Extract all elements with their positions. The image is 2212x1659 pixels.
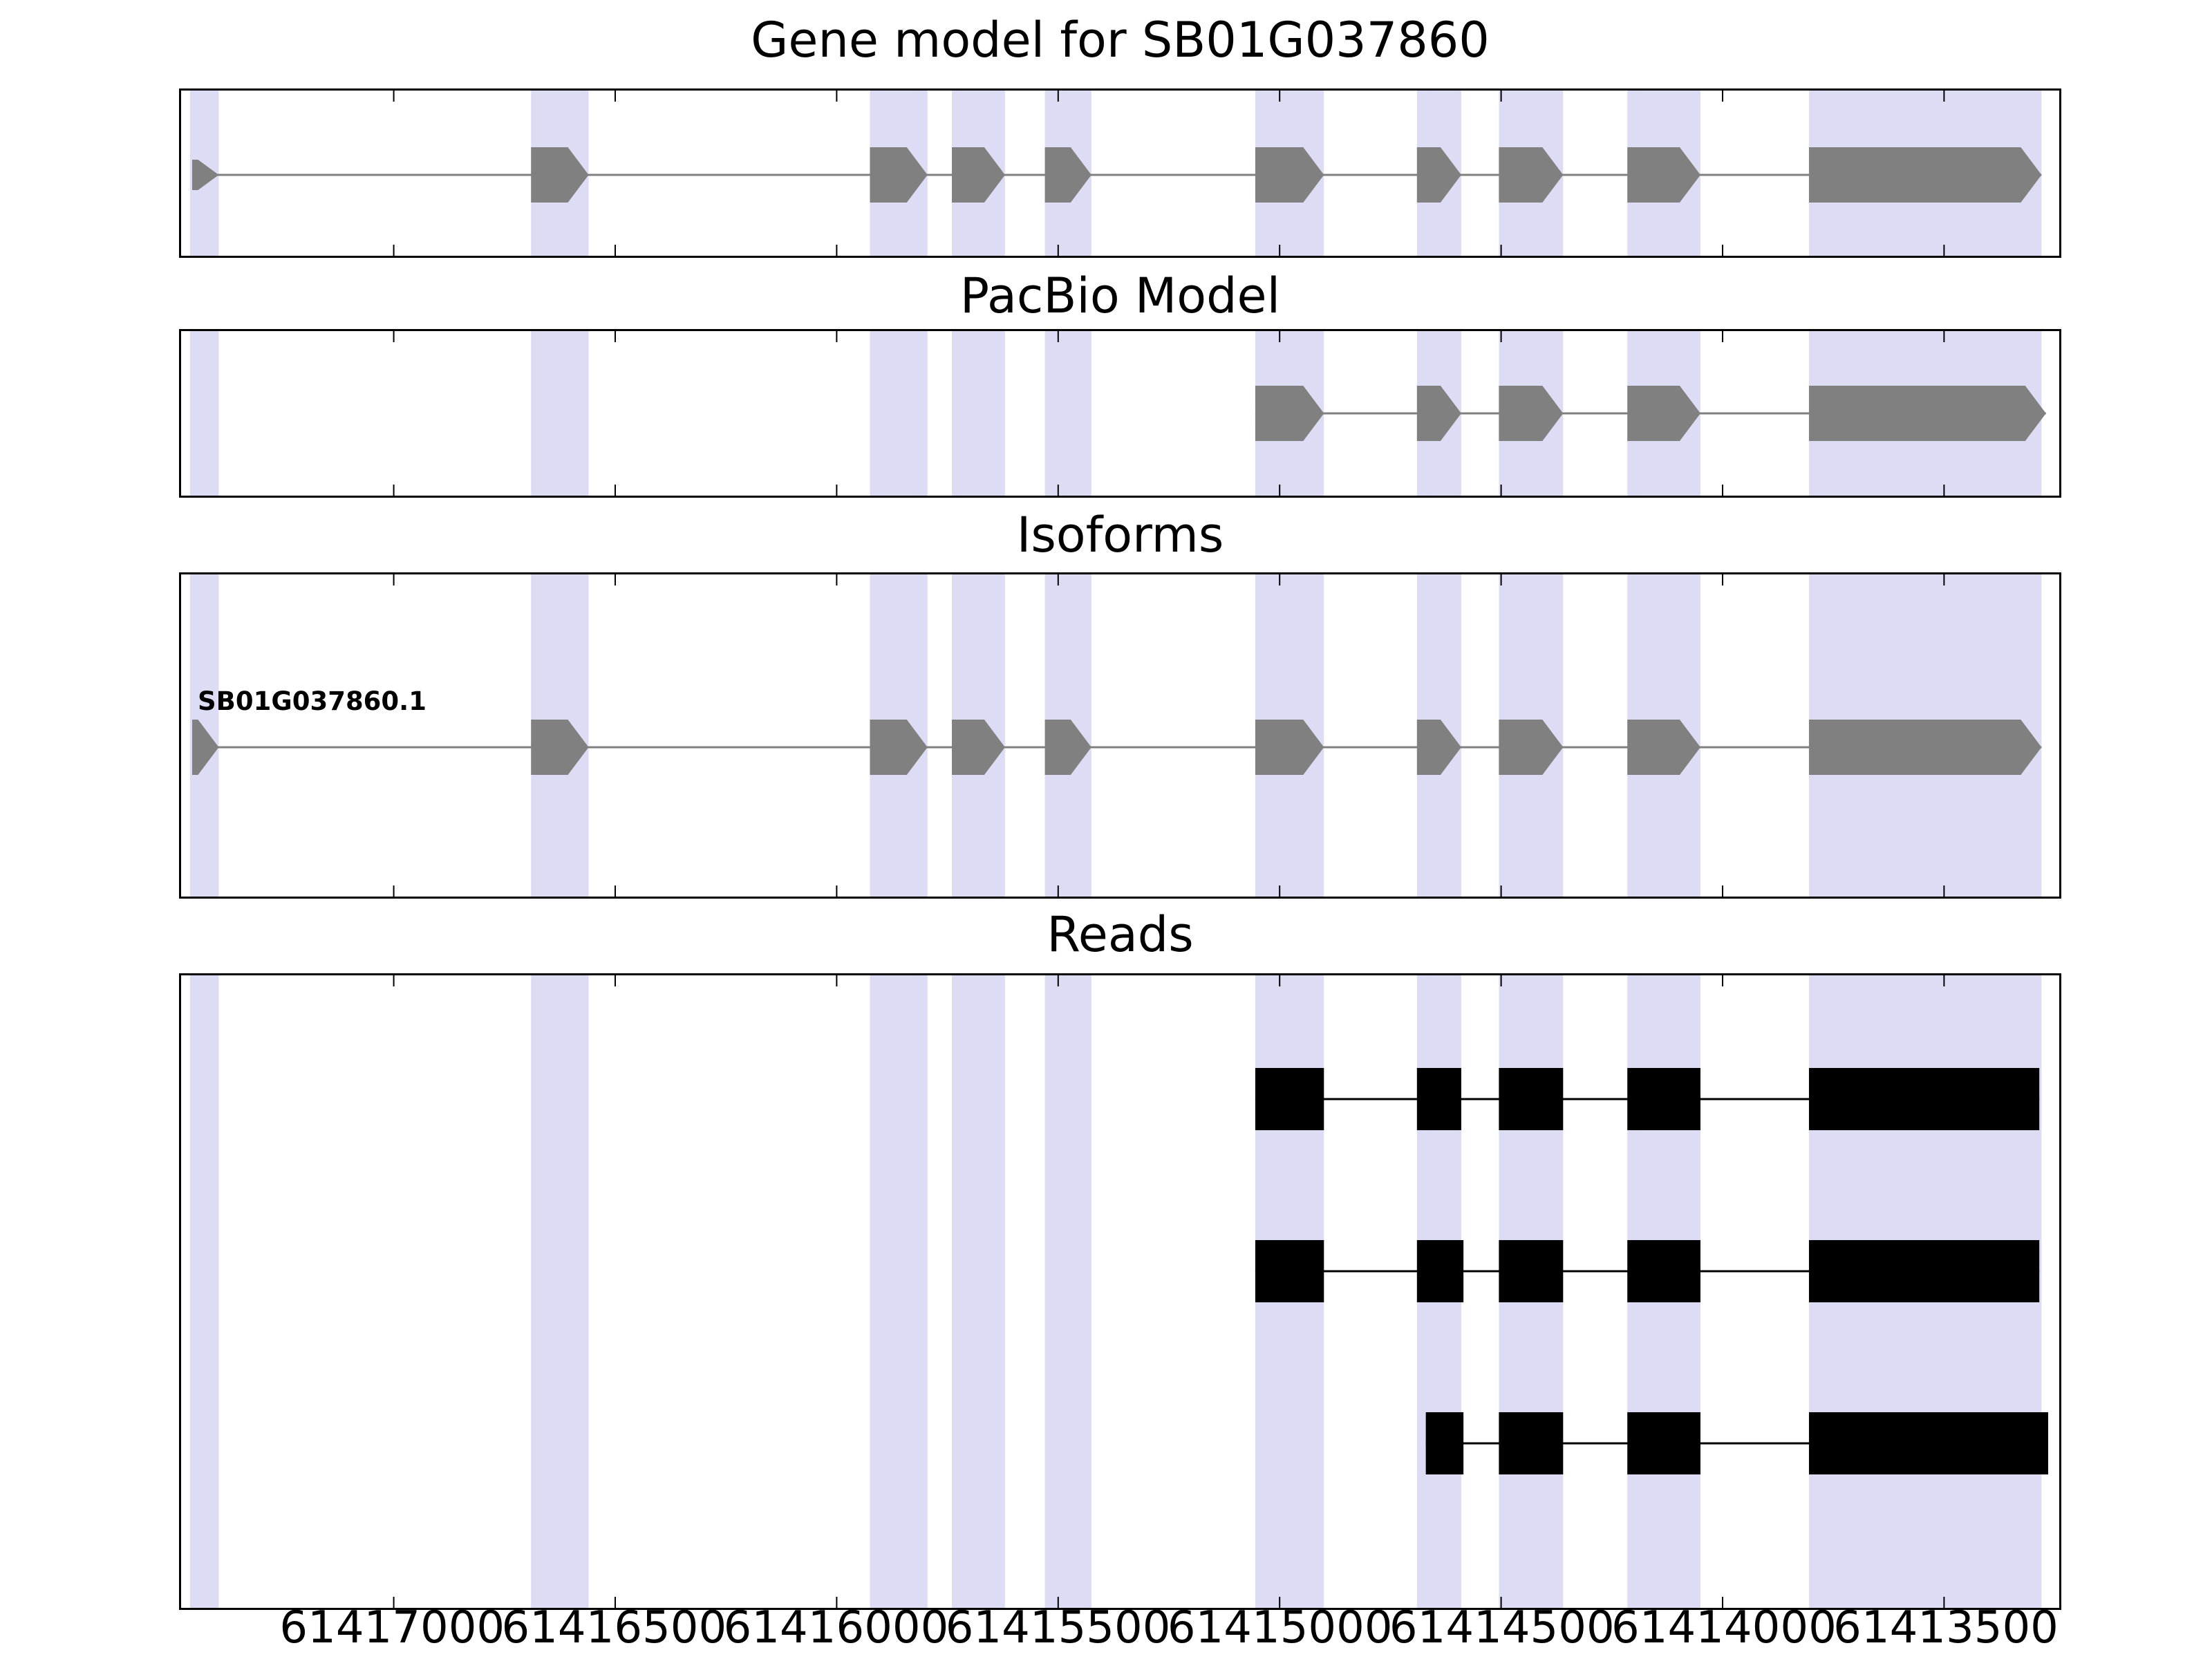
gene-model-panel-title: Gene model for SB01G037860 (751, 12, 1490, 68)
exon-arrow (870, 720, 928, 775)
read-block (1627, 1240, 1700, 1302)
exon-arrow (870, 147, 928, 203)
exon-arrow (1499, 720, 1564, 775)
x-axis-tick-label: 61417000 (279, 1602, 505, 1653)
exon-arrow (1044, 720, 1091, 775)
pacbio-model-panel (179, 329, 2061, 498)
read-block (1416, 1068, 1461, 1130)
exon-arrow (951, 147, 1005, 203)
exon-arrow (1416, 147, 1461, 203)
exon-highlight-band (1044, 975, 1091, 1608)
x-axis-tick-label: 61416500 (501, 1602, 727, 1653)
exon-highlight-band (951, 975, 1005, 1608)
exon-arrow (192, 720, 219, 775)
reads-panel (179, 973, 2061, 1610)
exon-arrow (192, 160, 219, 190)
reads-panel-title: Reads (1047, 906, 1194, 963)
exon-highlight-band (189, 331, 219, 496)
exon-arrow (951, 720, 1005, 775)
pacbio-panel-title: PacBio Model (959, 268, 1281, 324)
exon-highlight-band (531, 975, 589, 1608)
exon-arrow (1255, 147, 1324, 203)
x-axis-tick-label: 61415000 (1167, 1602, 1393, 1653)
exon-arrow (1499, 147, 1564, 203)
exon-arrow (1416, 720, 1461, 775)
x-axis-labels: 61417000 61416500 61416000 61415500 61415000… (0, 1602, 2212, 1658)
read-block (1808, 1240, 2040, 1302)
read-block (1425, 1412, 1464, 1474)
exon-highlight-band (189, 975, 219, 1608)
exon-arrow (1627, 147, 1700, 203)
read-block (1808, 1412, 2048, 1474)
exon-highlight-band (870, 975, 928, 1608)
exon-arrow (531, 720, 589, 775)
exon-arrow (1627, 386, 1700, 441)
exon-arrow (531, 147, 589, 203)
isoforms-track: SB01G037860.1 (189, 574, 2042, 897)
read-block (1499, 1240, 1564, 1302)
read-block (1808, 1068, 2040, 1130)
read-block (1255, 1068, 1324, 1130)
exon-highlight-band (1044, 331, 1091, 496)
exon-arrow (1255, 720, 1324, 775)
exon-arrow (1808, 386, 2046, 441)
read-block (1416, 1240, 1464, 1302)
x-axis-tick-label: 61413500 (1833, 1602, 2059, 1653)
isoform-label: SB01G037860.1 (198, 686, 427, 716)
x-axis-tick-label: 61415500 (945, 1602, 1171, 1653)
x-axis-tick-label: 61414500 (1389, 1602, 1615, 1653)
exon-highlight-band (870, 331, 928, 496)
reads-track (189, 975, 2048, 1608)
isoforms-panel-title: Isoforms (1016, 507, 1224, 563)
exon-arrow (1499, 386, 1564, 441)
read-block (1499, 1068, 1564, 1130)
exon-arrow (1808, 147, 2042, 203)
exon-highlight-band (951, 331, 1005, 496)
isoforms-panel: SB01G037860.1 (179, 572, 2061, 899)
exon-arrow (1044, 147, 1091, 203)
read-block (1627, 1068, 1700, 1130)
exon-arrow (1627, 720, 1700, 775)
read-block (1499, 1412, 1564, 1474)
x-axis-tick-label: 61416000 (723, 1602, 949, 1653)
exon-arrow (1808, 720, 2042, 775)
exon-arrow (1255, 386, 1324, 441)
gene-model-panel (179, 88, 2061, 258)
x-axis-tick-label: 61414000 (1611, 1602, 1837, 1653)
pacbio-model-track (189, 331, 2046, 496)
read-block (1255, 1240, 1324, 1302)
exon-highlight-band (531, 331, 589, 496)
gene-model-track (189, 91, 2042, 256)
exon-arrow (1416, 386, 1461, 441)
read-block (1627, 1412, 1700, 1474)
